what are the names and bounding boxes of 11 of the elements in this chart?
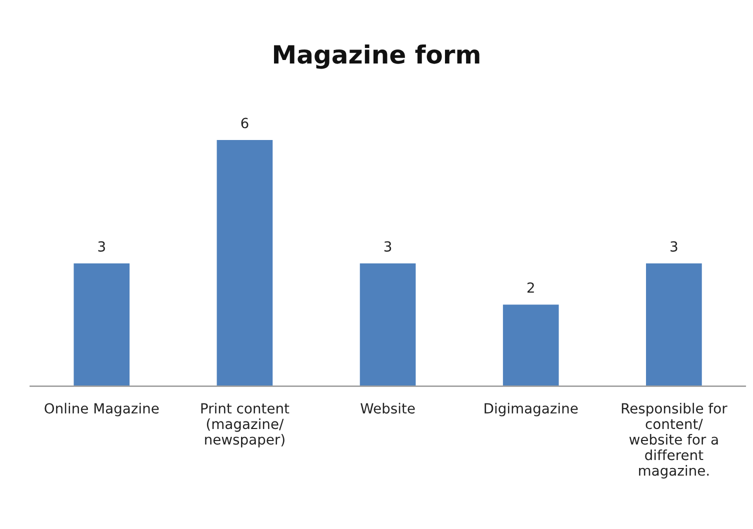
x-tick-label: Online Magazine [44,402,159,416]
x-tick-label: Digimagazine [484,402,578,416]
x-tick-label: Responsible for content/ website for a different magazine. [622,402,728,478]
x-tick-label: Website [360,402,415,414]
data-label: 3 [98,241,105,252]
chart-title: Magazine form [274,44,480,69]
data-label: 3 [670,241,678,252]
data-label: 6 [241,118,248,128]
x-tick-label: Print content (magazine/ newspaper) [201,402,290,448]
data-label: 3 [384,241,392,252]
data-label: 2 [527,282,534,293]
